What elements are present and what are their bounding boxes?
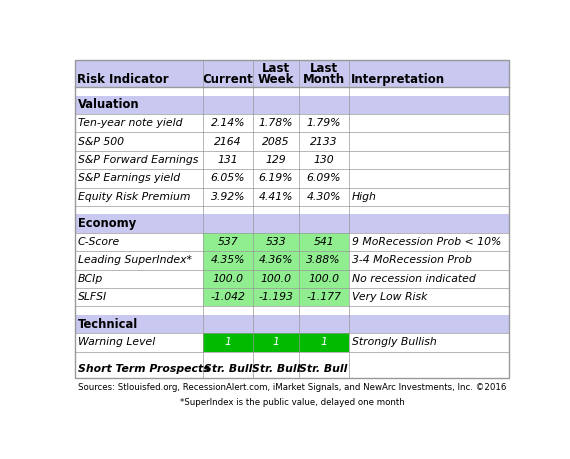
Bar [253, 269, 299, 288]
Text: Warning Level: Warning Level [78, 337, 155, 347]
Text: Ten-year note yield: Ten-year note yield [78, 118, 182, 128]
Text: 537: 537 [218, 237, 238, 247]
Bar [75, 95, 510, 114]
Bar [75, 233, 510, 251]
Bar [203, 233, 253, 251]
Text: 129: 129 [266, 155, 286, 165]
Text: 4.35%: 4.35% [211, 256, 245, 265]
Bar [75, 251, 510, 269]
Bar [75, 333, 510, 352]
Text: 1: 1 [272, 337, 279, 347]
Text: 1.78%: 1.78% [259, 118, 293, 128]
Bar [253, 333, 299, 352]
Text: Str. Bull: Str. Bull [251, 364, 300, 374]
Text: 100.0: 100.0 [213, 274, 243, 284]
Bar [75, 132, 510, 151]
Bar [75, 114, 510, 132]
Text: 4.41%: 4.41% [259, 192, 293, 202]
Text: 2.14%: 2.14% [211, 118, 245, 128]
Bar [203, 288, 253, 307]
Text: 3.92%: 3.92% [211, 192, 245, 202]
Text: Month: Month [303, 73, 345, 86]
Text: 131: 131 [218, 155, 238, 165]
Bar [299, 333, 349, 352]
Bar [75, 61, 510, 87]
Text: Risk Indicator: Risk Indicator [78, 73, 169, 86]
Bar [75, 188, 510, 206]
Bar [75, 352, 510, 360]
Text: Valuation: Valuation [78, 98, 140, 111]
Text: 6.09%: 6.09% [307, 174, 341, 184]
Text: Leading SuperIndex*: Leading SuperIndex* [78, 256, 192, 265]
Bar [253, 233, 299, 251]
Text: High: High [352, 192, 377, 202]
Text: 541: 541 [314, 237, 334, 247]
Text: 9 MoRecession Prob < 10%: 9 MoRecession Prob < 10% [352, 237, 501, 247]
Text: 1.79%: 1.79% [307, 118, 341, 128]
Text: 6.19%: 6.19% [259, 174, 293, 184]
Text: Last: Last [262, 62, 290, 75]
Text: Sources: Stlouisfed.org, RecessionAlert.com, iMarket Signals, and NewArc Investm: Sources: Stlouisfed.org, RecessionAlert.… [78, 383, 506, 392]
Text: 130: 130 [314, 155, 334, 165]
Text: 3-4 MoRecession Prob: 3-4 MoRecession Prob [352, 256, 471, 265]
Text: 2085: 2085 [262, 137, 290, 146]
Text: C-Score: C-Score [78, 237, 120, 247]
Bar [299, 288, 349, 307]
Bar [75, 151, 510, 169]
Bar [75, 288, 510, 307]
Text: Strongly Bullish: Strongly Bullish [352, 337, 437, 347]
Text: Str. Bull: Str. Bull [204, 364, 252, 374]
Text: 1: 1 [320, 337, 327, 347]
Bar [75, 315, 510, 333]
Text: 533: 533 [266, 237, 286, 247]
Bar [203, 269, 253, 288]
Bar [299, 269, 349, 288]
Text: 2133: 2133 [310, 137, 337, 146]
Text: 100.0: 100.0 [308, 274, 339, 284]
Bar [75, 169, 510, 188]
Bar [75, 269, 510, 288]
Text: Equity Risk Premium: Equity Risk Premium [78, 192, 190, 202]
Bar [75, 87, 510, 95]
Bar [299, 233, 349, 251]
Text: S&P 500: S&P 500 [78, 137, 124, 146]
Text: 1: 1 [225, 337, 231, 347]
Text: Last: Last [310, 62, 337, 75]
Bar [75, 214, 510, 233]
Bar [253, 251, 299, 269]
Text: Str. Bull: Str. Bull [299, 364, 348, 374]
Bar [75, 307, 510, 315]
Bar [75, 360, 510, 379]
Text: 4.36%: 4.36% [259, 256, 293, 265]
Text: Week: Week [258, 73, 294, 86]
Text: 3.88%: 3.88% [307, 256, 341, 265]
Text: Economy: Economy [78, 217, 136, 230]
Text: 2164: 2164 [214, 137, 242, 146]
Text: -1.042: -1.042 [210, 292, 246, 302]
Text: Very Low Risk: Very Low Risk [352, 292, 427, 302]
Bar [299, 251, 349, 269]
Text: No recession indicated: No recession indicated [352, 274, 475, 284]
Text: SLFSI: SLFSI [78, 292, 107, 302]
Text: Technical: Technical [78, 318, 138, 330]
Text: Current: Current [202, 73, 254, 86]
Text: S&P Earnings yield: S&P Earnings yield [78, 174, 180, 184]
Bar [253, 288, 299, 307]
Text: Interpretation: Interpretation [351, 73, 445, 86]
Text: BCIp: BCIp [78, 274, 103, 284]
Text: Short Term Prospects: Short Term Prospects [78, 364, 210, 374]
Text: 6.05%: 6.05% [211, 174, 245, 184]
Bar [75, 206, 510, 214]
Bar [203, 333, 253, 352]
Text: S&P Forward Earnings: S&P Forward Earnings [78, 155, 198, 165]
Text: -1.177: -1.177 [306, 292, 341, 302]
Text: 100.0: 100.0 [260, 274, 291, 284]
Text: 4.30%: 4.30% [307, 192, 341, 202]
Text: -1.193: -1.193 [258, 292, 293, 302]
Bar [203, 251, 253, 269]
Text: *SuperIndex is the public value, delayed one month: *SuperIndex is the public value, delayed… [180, 397, 405, 407]
